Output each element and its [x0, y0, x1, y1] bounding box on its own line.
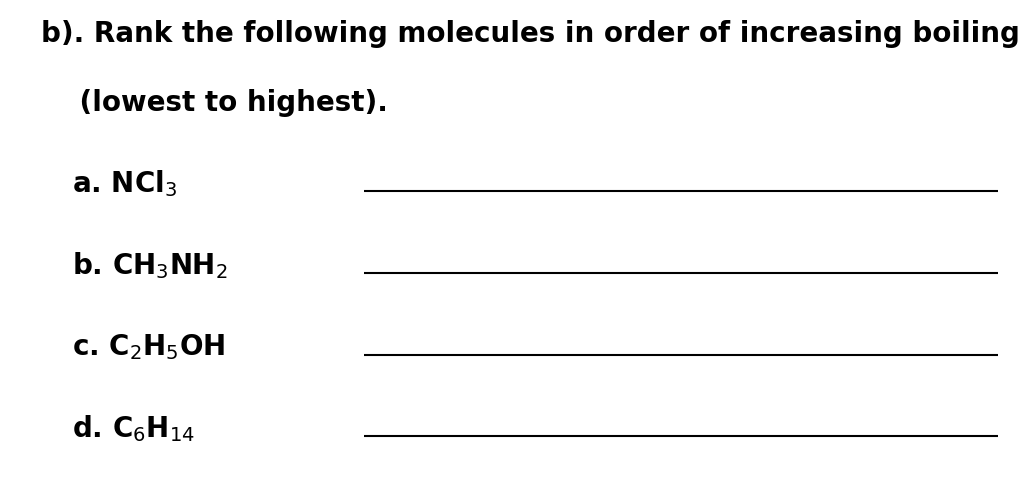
Text: b. CH$_{3}$NH$_{2}$: b. CH$_{3}$NH$_{2}$	[72, 250, 227, 281]
Text: b). Rank the following molecules in order of increasing boiling point: b). Rank the following molecules in orde…	[41, 20, 1024, 48]
Text: d. C$_{6}$H$_{14}$: d. C$_{6}$H$_{14}$	[72, 414, 195, 444]
Text: c. C$_{2}$H$_{5}$OH: c. C$_{2}$H$_{5}$OH	[72, 332, 225, 362]
Text: a. NCl$_{3}$: a. NCl$_{3}$	[72, 168, 177, 199]
Text: (lowest to highest).: (lowest to highest).	[41, 89, 388, 117]
